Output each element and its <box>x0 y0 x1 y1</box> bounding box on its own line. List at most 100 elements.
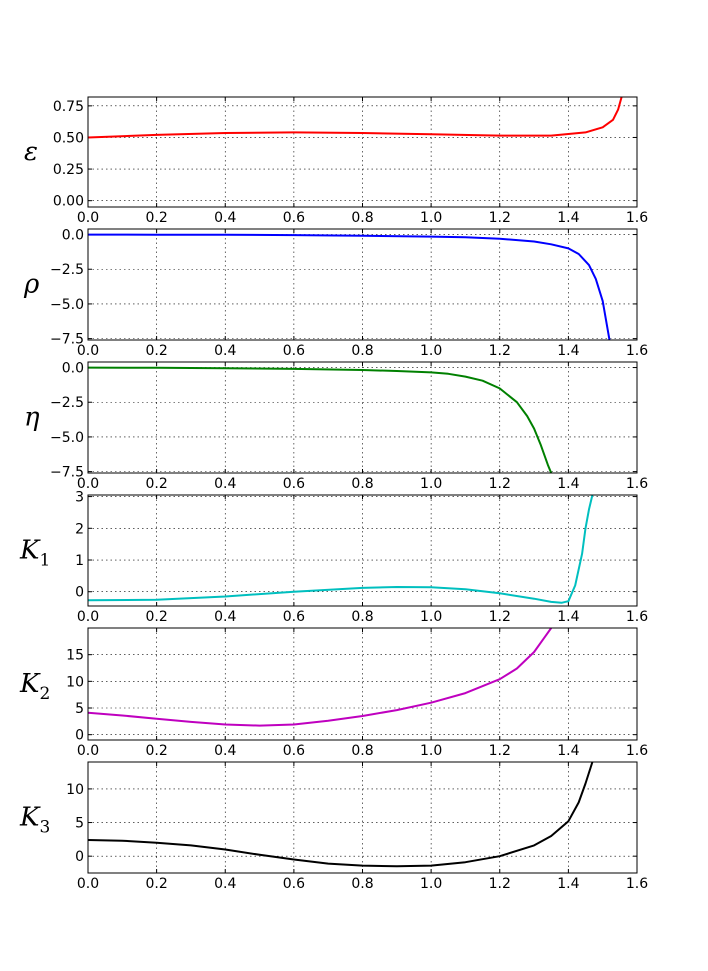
x-tick-label: 0.0 <box>77 343 99 359</box>
x-tick-label: 1.4 <box>557 343 579 359</box>
series-line-3 <box>88 366 553 473</box>
y-axis-label: K1 <box>19 536 50 571</box>
x-tick-label: 0.8 <box>351 343 373 359</box>
x-tick-label: 0.2 <box>145 743 167 759</box>
x-tick-label: 0.4 <box>214 609 236 625</box>
y-tick-label: 0.25 <box>53 162 84 178</box>
series-line-4 <box>88 495 594 604</box>
y-axis-label: ρ <box>23 270 40 300</box>
y-tick-label: 0 <box>75 849 84 865</box>
series-line-2 <box>88 233 611 340</box>
y-tick-label: 0.0 <box>62 228 84 244</box>
x-tick-label: 1.6 <box>626 743 648 759</box>
x-tick-label: 0.0 <box>77 743 99 759</box>
x-tick-label: 0.4 <box>214 476 236 492</box>
x-tick-label: 1.0 <box>420 609 442 625</box>
x-tick-label: 1.0 <box>420 343 442 359</box>
y-tick-label: 10 <box>66 782 84 798</box>
x-tick-label: 1.2 <box>489 876 511 892</box>
x-tick-label: 0.4 <box>214 210 236 226</box>
x-tick-label: 1.6 <box>626 609 648 625</box>
y-axis-label: η <box>24 403 40 433</box>
y-tick-label: 0 <box>75 585 84 601</box>
x-tick-label: 1.0 <box>420 476 442 492</box>
series-line-6 <box>88 762 594 868</box>
x-tick-label: 0.0 <box>77 876 99 892</box>
axes-frame <box>87 627 638 741</box>
x-tick-label: 1.2 <box>489 210 511 226</box>
x-tick-label: 0.2 <box>145 343 167 359</box>
x-tick-label: 0.6 <box>283 343 305 359</box>
x-tick-label: 1.4 <box>557 743 579 759</box>
x-tick-label: 0.8 <box>351 609 373 625</box>
x-tick-label: 1.2 <box>489 743 511 759</box>
y-tick-label: 5 <box>75 816 84 832</box>
chart-panel-4: 0.0 0.2 0.4 0.6 0.8 1.0 1.2 1.4 1.6 0 1 2 3 K1 <box>19 490 648 625</box>
x-tick-label: 0.2 <box>145 476 167 492</box>
y-tick-label: 0 <box>75 728 84 744</box>
x-tick-label: 1.6 <box>626 343 648 359</box>
y-tick-label: −5.0 <box>50 430 84 446</box>
y-tick-label: 0.00 <box>53 194 84 210</box>
x-tick-label: 0.0 <box>77 210 99 226</box>
x-tick-label: 0.8 <box>351 743 373 759</box>
chart-panel-2: 0.0 0.2 0.4 0.6 0.8 1.0 1.2 1.4 1.6 0.0 −2.5 −5.0 −7… <box>23 228 648 359</box>
y-tick-label: 0.75 <box>53 99 84 115</box>
x-tick-label: 1.4 <box>557 210 579 226</box>
x-tick-label: 1.0 <box>420 743 442 759</box>
x-tick-label: 0.2 <box>145 210 167 226</box>
y-tick-label: 5 <box>75 701 84 717</box>
series-line-1 <box>88 97 623 139</box>
x-tick-label: 1.4 <box>557 876 579 892</box>
y-tick-label: 15 <box>66 648 84 664</box>
x-tick-label: 0.6 <box>283 743 305 759</box>
x-tick-label: 0.8 <box>351 876 373 892</box>
y-tick-label: −7.5 <box>50 465 84 481</box>
y-axis-label: K3 <box>19 803 50 838</box>
x-tick-label: 0.2 <box>145 876 167 892</box>
x-tick-label: 0.0 <box>77 609 99 625</box>
x-tick-label: 1.6 <box>626 210 648 226</box>
x-tick-label: 0.6 <box>283 609 305 625</box>
y-axis-label: ε <box>24 137 38 167</box>
x-tick-label: 1.4 <box>557 476 579 492</box>
x-tick-label: 0.8 <box>351 210 373 226</box>
y-tick-label: 2 <box>75 521 84 537</box>
x-tick-label: 0.6 <box>283 210 305 226</box>
x-tick-label: 1.0 <box>420 210 442 226</box>
chart-panel-5: 0.0 0.2 0.4 0.6 0.8 1.0 1.2 1.4 1.6 0 5 10 15 K2 <box>19 627 648 759</box>
x-tick-label: 1.2 <box>489 343 511 359</box>
chart-panel-6: 0.0 0.2 0.4 0.6 0.8 1.0 1.2 1.4 1.6 0 5 10 K3 <box>19 761 648 892</box>
x-tick-label: 0.4 <box>214 343 236 359</box>
y-tick-label: −2.5 <box>50 395 84 411</box>
chart-panel-3: 0.0 0.2 0.4 0.6 0.8 1.0 1.2 1.4 1.6 0.0 −2.5 −5.0 −7… <box>24 361 648 492</box>
x-tick-label: 0.8 <box>351 476 373 492</box>
y-tick-label: −5.0 <box>50 297 84 313</box>
x-tick-label: 0.6 <box>283 876 305 892</box>
y-tick-label: −7.5 <box>50 332 84 348</box>
x-tick-label: 1.4 <box>557 609 579 625</box>
y-tick-label: 0.50 <box>53 130 84 146</box>
axes-frame <box>87 96 638 208</box>
x-tick-label: 0.4 <box>214 743 236 759</box>
axes-frame <box>87 761 638 874</box>
y-tick-label: 1 <box>75 553 84 569</box>
axes-frame <box>87 494 638 607</box>
x-tick-label: 0.0 <box>77 476 99 492</box>
x-tick-label: 1.0 <box>420 876 442 892</box>
x-tick-label: 1.6 <box>626 476 648 492</box>
x-tick-label: 0.2 <box>145 609 167 625</box>
y-axis-label: K2 <box>19 669 50 704</box>
y-tick-label: 3 <box>75 490 84 506</box>
x-tick-label: 0.4 <box>214 876 236 892</box>
x-tick-label: 1.6 <box>626 876 648 892</box>
y-tick-label: −2.5 <box>50 262 84 278</box>
axes-frame <box>87 228 638 341</box>
chart-panel-1: 0.0 0.2 0.4 0.6 0.8 1.0 1.2 1.4 1.6 0.00 0.25 0.50 0… <box>24 96 648 226</box>
axes-frame <box>87 361 638 474</box>
series-line-5 <box>88 628 553 727</box>
x-tick-label: 1.2 <box>489 476 511 492</box>
y-tick-label: 10 <box>66 674 84 690</box>
y-tick-label: 0.0 <box>62 361 84 377</box>
